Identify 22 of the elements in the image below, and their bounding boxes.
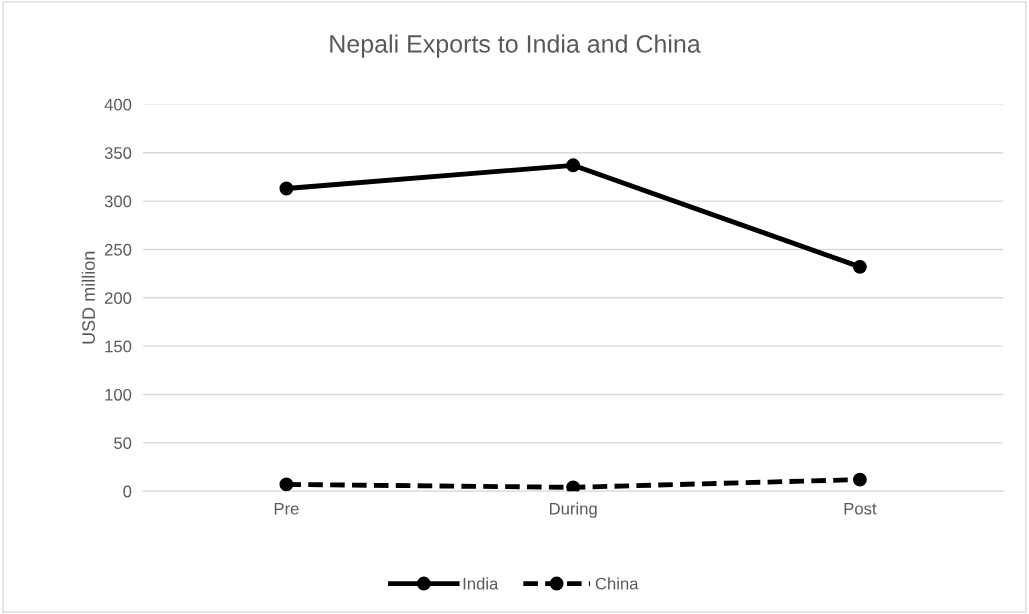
y-tick-label: 100: [105, 388, 132, 401]
x-tick-label: Post: [844, 502, 877, 515]
point: [279, 181, 294, 196]
y-tick-label: 250: [104, 243, 132, 256]
y-tick-label: 0: [123, 485, 132, 498]
chart-title: Nepali Exports to India and China: [330, 34, 701, 58]
point: [566, 158, 581, 173]
legend-label: China: [595, 577, 639, 590]
y-axis-title: USD million: [81, 251, 95, 344]
legend-label: India: [463, 577, 499, 590]
y-tick-label: 150: [105, 340, 132, 353]
y-tick-label: 400: [104, 98, 132, 111]
y-tick-label: 350: [104, 147, 132, 159]
x-tick-label: During: [549, 502, 597, 518]
point: [566, 480, 581, 492]
point: [852, 259, 867, 274]
y-tick-label: 300: [104, 195, 132, 208]
x-tick-label: Pre: [274, 502, 299, 515]
point: [279, 477, 294, 492]
y-tick-label: 200: [104, 292, 132, 304]
y-tick-label: 50: [114, 437, 132, 450]
point: [852, 472, 867, 487]
